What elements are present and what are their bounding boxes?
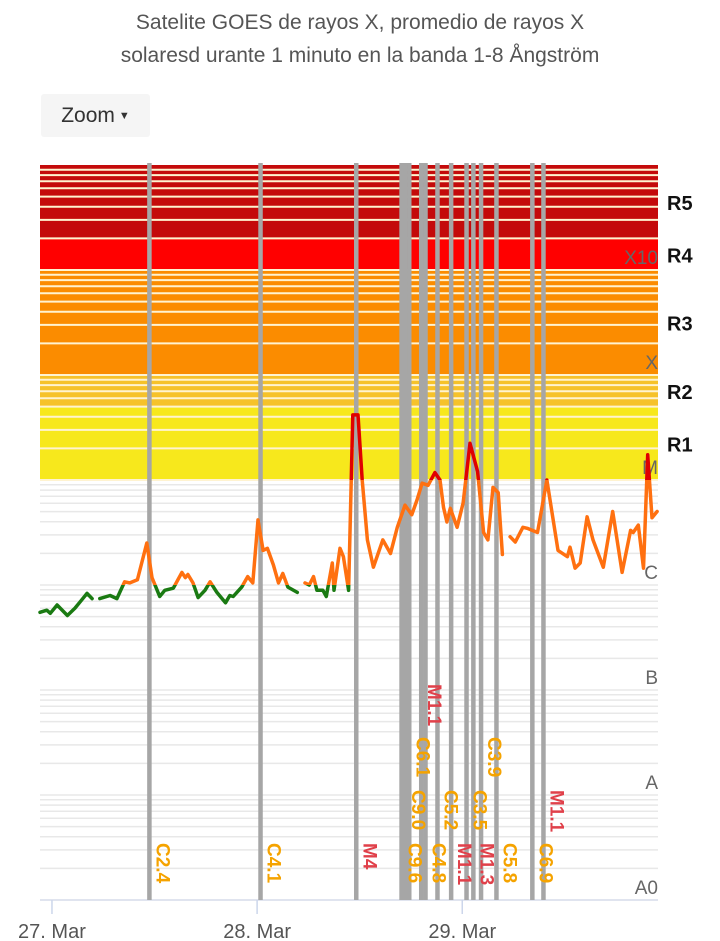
flare-label: C6.1: [411, 737, 432, 778]
flare-label: M1.3: [475, 843, 496, 885]
band-r4: [40, 238, 658, 270]
flare-label: C3.9: [483, 737, 504, 777]
flare-label: M1.1: [423, 684, 444, 727]
flare-label: C3.5: [469, 790, 490, 831]
flare-label: C4.8: [428, 843, 449, 883]
flux-line-below-C: [38, 585, 351, 618]
band-label-r1: R1: [667, 434, 693, 456]
flare-label: C6.9: [534, 843, 555, 883]
x-axis-tick-label: 28. Mar: [223, 921, 291, 941]
band-r5: [40, 165, 658, 239]
band-label-r5: R5: [667, 193, 693, 215]
band-label-r4: R4: [667, 245, 693, 267]
zoom-label: Zoom: [61, 104, 115, 127]
flare-label: M1.1: [545, 790, 566, 833]
flare-label: C4.1: [263, 843, 284, 884]
band-r1: [40, 406, 658, 480]
y-axis-label-c: C: [644, 563, 658, 584]
band-label-r2: R2: [667, 382, 693, 404]
y-axis-label-a: A: [645, 773, 658, 794]
y-axis-label-a0: A0: [635, 878, 658, 899]
flare-label: C9.0: [407, 790, 428, 830]
x-axis-tick-label: 29. Mar: [428, 921, 496, 941]
y-axis-label-b: B: [645, 668, 658, 689]
flare-label: C5.8: [498, 843, 519, 883]
band-label-r3: R3: [667, 314, 693, 336]
chart-title-line-1: Satelite GOES de rayos X, promedio de ra…: [135, 11, 585, 34]
flare-label: M1.1: [453, 843, 474, 886]
flare-label: C5.2: [439, 790, 460, 830]
y-axis-label-x10: X10: [624, 248, 658, 269]
flare-label: C9.6: [404, 843, 425, 883]
chart-title-line-2: solaresd urante 1 minuto en la banda 1-8…: [120, 44, 600, 67]
flare-label: M4: [358, 843, 379, 870]
x-axis-tick-label: 27. Mar: [18, 921, 86, 941]
chart-title: Satelite GOES de rayos X, promedio de ra…: [0, 6, 720, 72]
y-axis-label-x: X: [645, 353, 658, 374]
caret-down-icon: ▼: [118, 109, 130, 122]
band-r3: [40, 270, 658, 375]
flare-label: C2.4: [151, 843, 172, 884]
zoom-dropdown-button[interactable]: Zoom ▼: [41, 94, 150, 137]
